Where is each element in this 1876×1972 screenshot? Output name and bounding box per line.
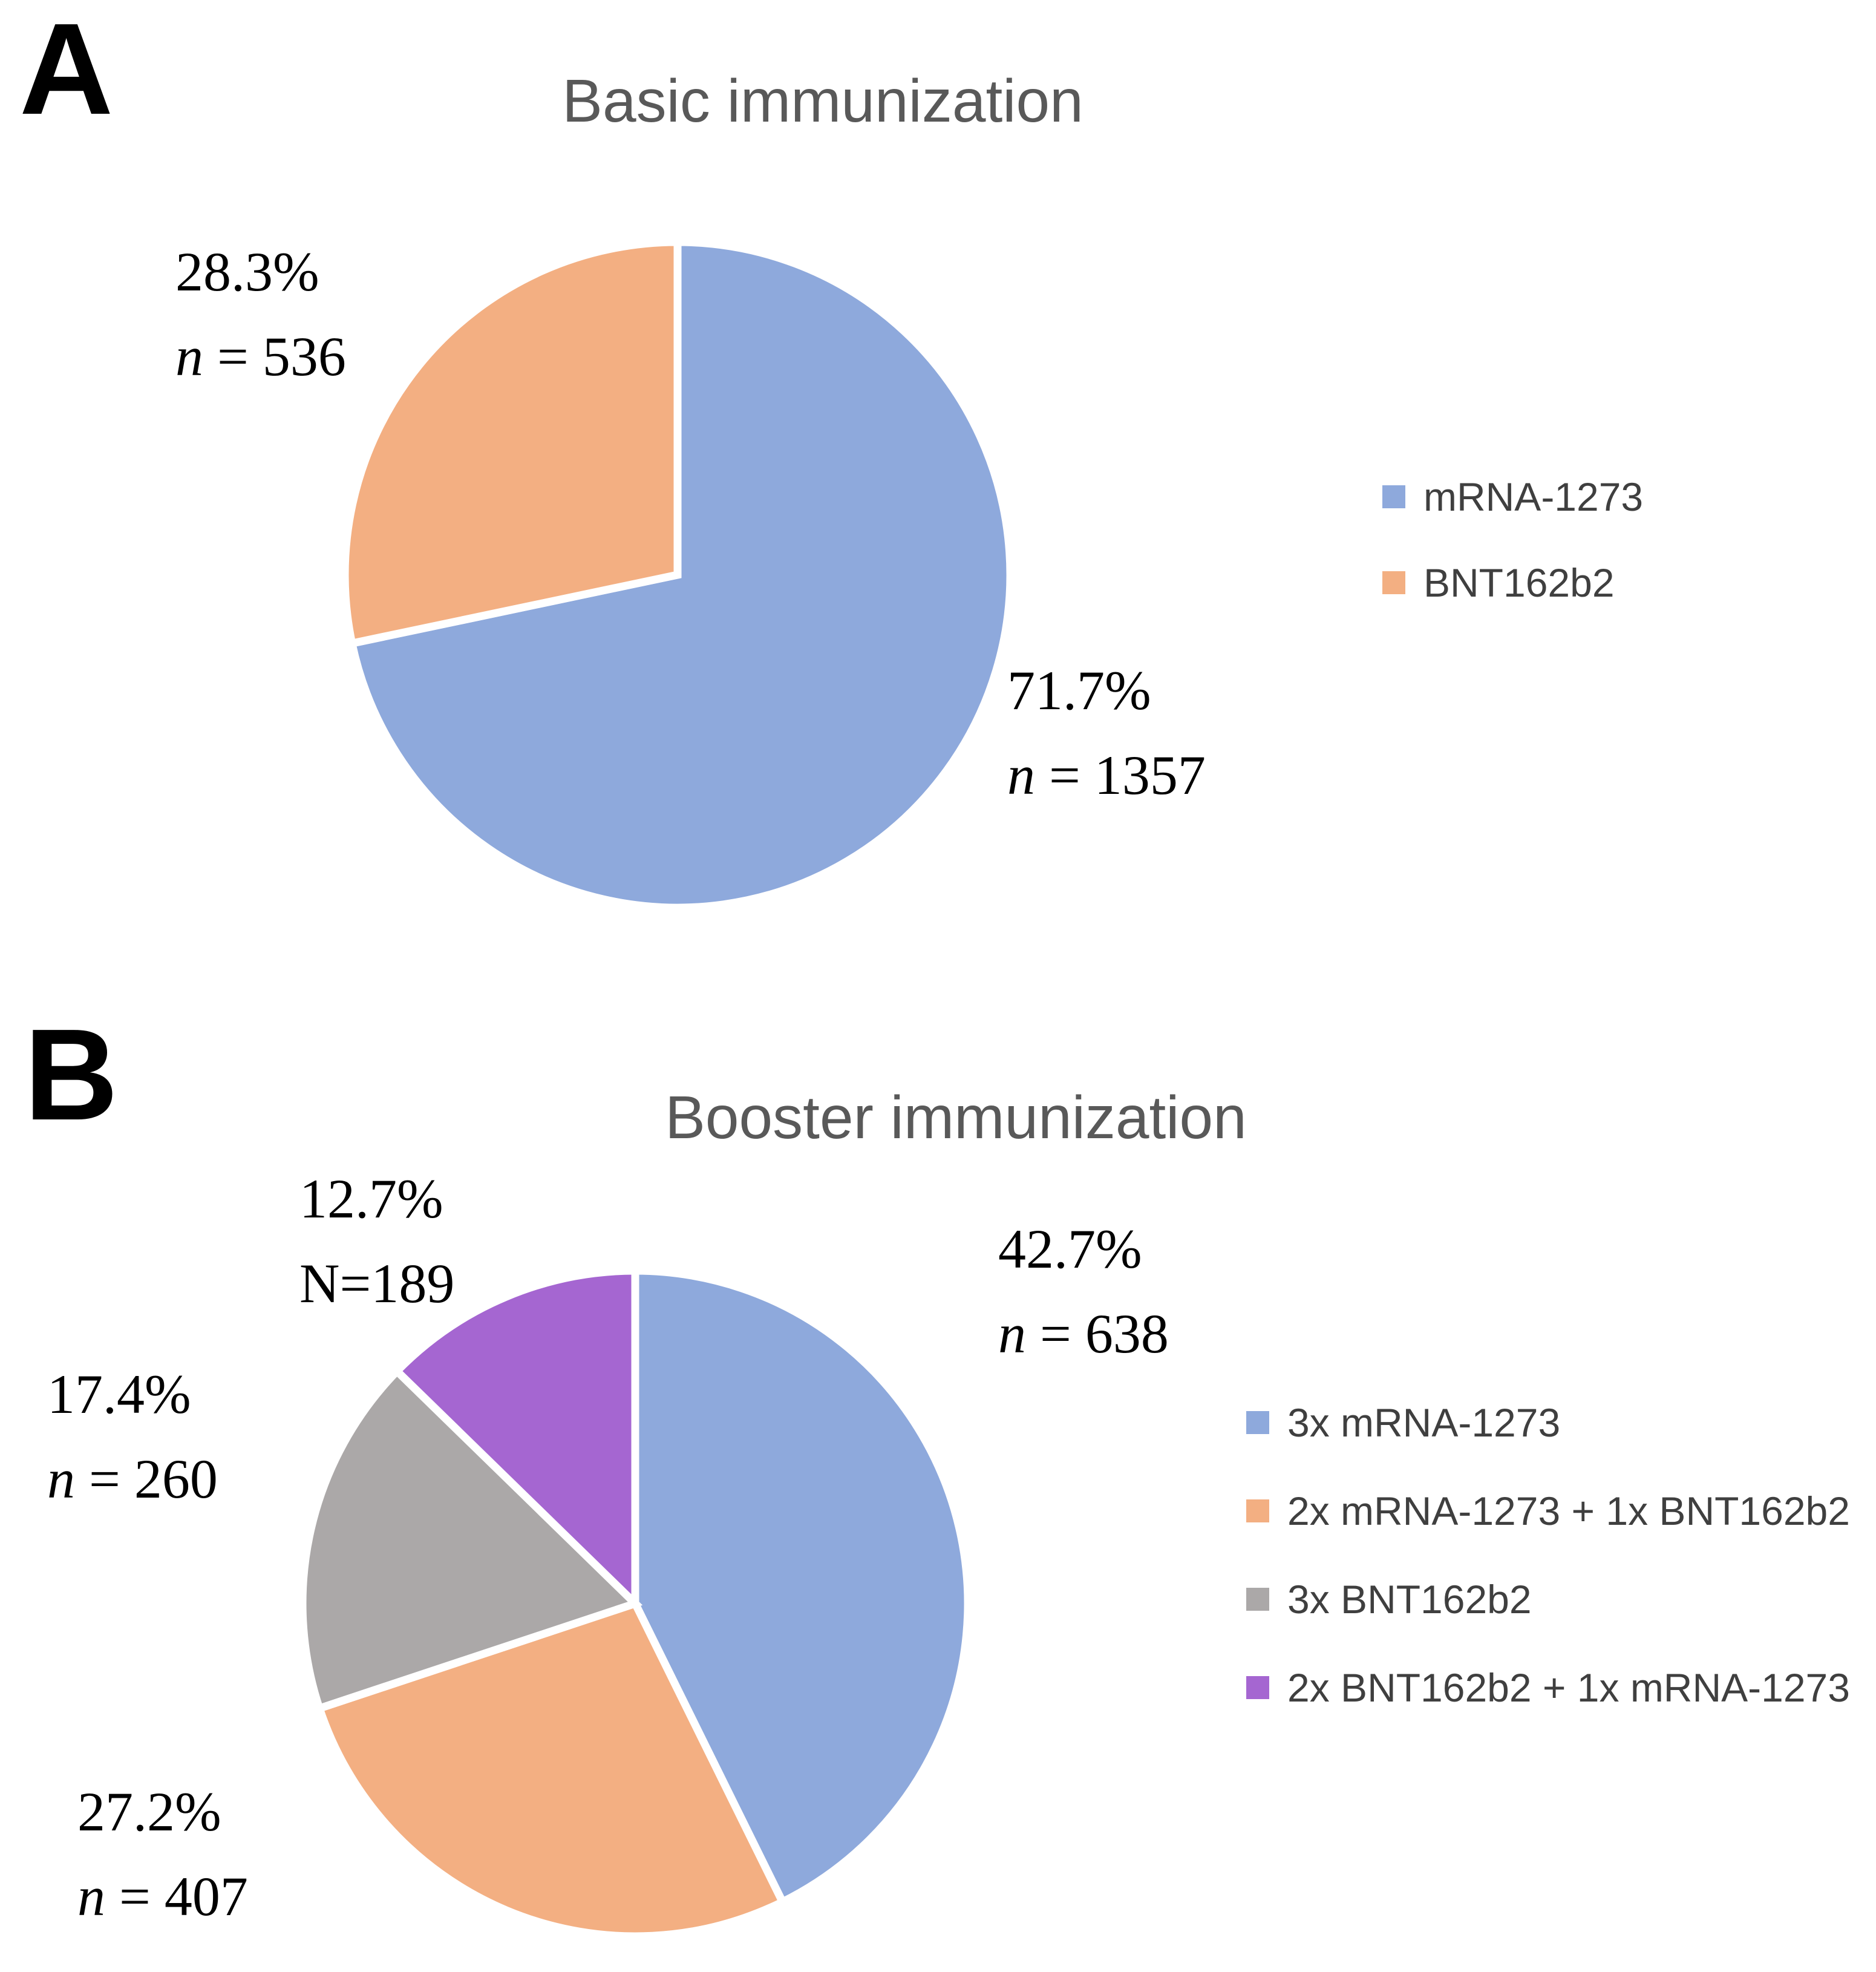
- slice-callout-3xmrna: 42.7% n = 638: [998, 1207, 1169, 1377]
- legend-item-2x-mrna-1273-1x-bnt162b2: 2x mRNA-1273 + 1x BNT162b2: [1246, 1491, 1850, 1531]
- legend-label: 2x mRNA-1273 + 1x BNT162b2: [1287, 1489, 1850, 1533]
- legend-basic-immunization: mRNA-1273 BNT162b2: [1382, 477, 1643, 603]
- legend-item-3x-mrna-1273: 3x mRNA-1273: [1246, 1403, 1850, 1443]
- legend-swatch: [1246, 1499, 1269, 1522]
- slice-count: N=189: [299, 1252, 455, 1314]
- slice-percent: 42.7%: [998, 1218, 1142, 1280]
- pie-chart-booster-immunization: [298, 1266, 972, 1941]
- legend-swatch: [1382, 571, 1405, 594]
- slice-percent: 12.7%: [299, 1168, 443, 1230]
- slice-callout-2xmrna-1xbnt: 27.2% n = 407: [77, 1770, 248, 1939]
- slice-percent: 17.4%: [47, 1363, 191, 1425]
- legend-item-mrna-1273: mRNA-1273: [1382, 477, 1643, 517]
- slice-callout-3xbnt: 17.4% n = 260: [47, 1352, 218, 1522]
- slice-percent: 28.3%: [175, 241, 319, 303]
- panel-b-label: B: [24, 1001, 118, 1147]
- slice-count: n = 1357: [1007, 744, 1206, 806]
- pie-slice-bnt162b2: [341, 238, 682, 648]
- legend-label: mRNA-1273: [1423, 474, 1644, 519]
- legend-swatch: [1246, 1411, 1269, 1434]
- legend-item-2x-bnt162b2-1x-mrna-1273: 2x BNT162b2 + 1x mRNA-1273: [1246, 1668, 1850, 1708]
- pie-a-title: Basic immunization: [562, 67, 1083, 135]
- slice-callout-mrna1273: 71.7% n = 1357: [1007, 649, 1206, 818]
- legend-label: BNT162b2: [1423, 560, 1615, 605]
- slice-callout-bnt162b2: 28.3% n = 536: [175, 230, 346, 399]
- pie-slice-3x-bnt162b2: [298, 1365, 643, 1714]
- legend-item-3x-bnt162b2: 3x BNT162b2: [1246, 1579, 1850, 1619]
- legend-item-bnt162b2: BNT162b2: [1382, 563, 1643, 603]
- slice-percent: 71.7%: [1007, 660, 1151, 721]
- slice-count: n = 260: [47, 1447, 218, 1510]
- pie-slice-3x-mrna-1273: [631, 1266, 972, 1907]
- slice-count: n = 536: [175, 325, 346, 387]
- legend-label: 2x BNT162b2 + 1x mRNA-1273: [1287, 1665, 1850, 1710]
- pie-b-title: Booster immunization: [665, 1084, 1247, 1151]
- pie-slice-2x-mrna-1273-1x-bnt162b2: [314, 1599, 788, 1941]
- legend-swatch: [1246, 1588, 1269, 1611]
- panel-a-label: A: [19, 0, 113, 142]
- slice-count: n = 638: [998, 1302, 1169, 1364]
- slice-count: n = 407: [77, 1865, 248, 1927]
- legend-label: 3x BNT162b2: [1287, 1577, 1532, 1622]
- slice-percent: 27.2%: [77, 1781, 221, 1843]
- legend-swatch: [1246, 1676, 1269, 1699]
- legend-booster-immunization: 3x mRNA-1273 2x mRNA-1273 + 1x BNT162b2 3x…: [1246, 1403, 1850, 1708]
- pie-slice-2x-bnt162b2-1x-mrna-1273: [391, 1266, 639, 1613]
- pie-chart-basic-immunization: [341, 238, 1015, 912]
- legend-swatch: [1382, 485, 1405, 508]
- legend-label: 3x mRNA-1273: [1287, 1400, 1561, 1445]
- slice-callout-2xbnt-1xmrna: 12.7% N=189: [299, 1157, 454, 1326]
